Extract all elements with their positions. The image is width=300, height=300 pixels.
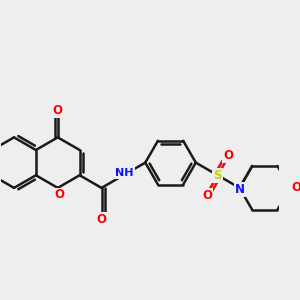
Text: S: S [213,169,222,182]
Text: O: O [53,104,63,117]
Text: O: O [202,188,212,202]
Text: O: O [291,182,300,194]
Text: O: O [224,149,233,162]
Text: O: O [97,213,106,226]
Text: O: O [54,188,64,202]
Text: N: N [235,183,244,196]
Text: NH: NH [116,168,134,178]
